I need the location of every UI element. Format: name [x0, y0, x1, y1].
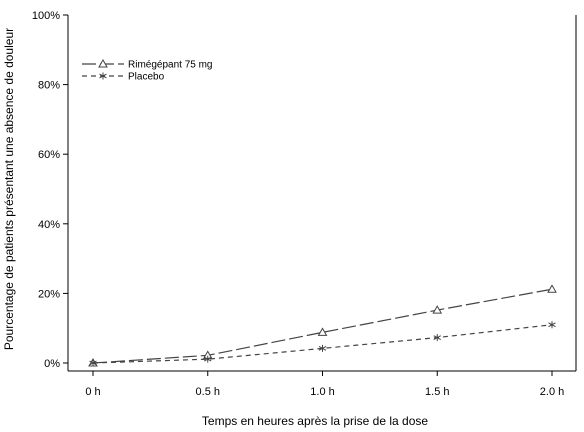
y-tick-label: 20% [38, 288, 60, 300]
x-tick-label: 2.0 h [540, 386, 564, 398]
data-point [204, 355, 212, 363]
x-tick-label: 0 h [85, 386, 100, 398]
data-point [547, 284, 557, 293]
data-point [317, 327, 328, 336]
series-line [92, 324, 553, 364]
series-1 [88, 284, 557, 367]
y-tick-label: 40% [38, 219, 60, 231]
x-axis-title: Temps en heures après la prise de la dos… [202, 414, 428, 428]
data-point [432, 305, 443, 314]
legend-marker [98, 58, 108, 68]
data-point [89, 359, 97, 367]
series-2 [89, 321, 556, 367]
data-point [433, 334, 441, 342]
x-tick-label: 1.5 h [425, 386, 449, 398]
series-layer [88, 284, 557, 367]
legend-marker [99, 72, 107, 80]
y-tick-label: 60% [38, 149, 60, 161]
legend-entry: Rimégépant 75 mg [82, 58, 213, 71]
legend-entry: Placebo [82, 72, 165, 83]
x-tick-label: 0.5 h [196, 386, 220, 398]
x-tick-label: 1.0 h [310, 386, 334, 398]
y-axis-ticks: 0% 20% 40% 60% 80% 100% [32, 10, 68, 370]
y-tick-label: 80% [38, 80, 60, 92]
legend-label: Placebo [128, 72, 165, 83]
data-point [318, 344, 327, 352]
x-axis-ticks: 0 h 0.5 h 1.0 h 1.5 h 2.0 h [85, 371, 564, 398]
y-axis-title: Pourcentage de patients présentant une a… [2, 28, 16, 350]
legend-label: Rimégépant 75 mg [128, 60, 213, 71]
y-tick-label: 0% [44, 358, 60, 370]
data-point [548, 321, 556, 329]
series-line [92, 288, 553, 364]
y-tick-label: 100% [32, 10, 60, 22]
